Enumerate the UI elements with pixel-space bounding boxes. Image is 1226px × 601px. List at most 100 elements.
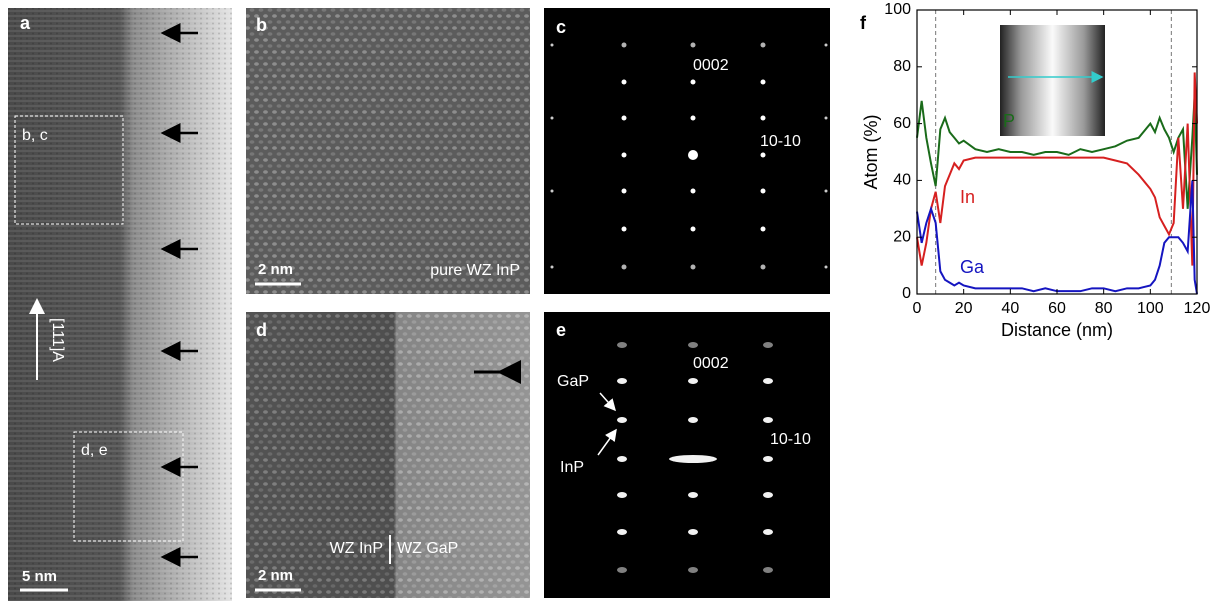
fft-spot [824,43,828,47]
fft-spot [763,567,773,573]
fft-spot [763,529,773,535]
scale-bar-label: 5 nm [22,568,57,585]
fft-spot [763,417,773,423]
fft-spot [688,417,698,423]
fft-spot [760,226,766,232]
fft-spot [550,265,554,269]
panel-label: c [556,17,566,37]
arrow [599,392,616,412]
fft-spot [617,342,627,348]
panel-label: a [20,13,31,33]
fft-spot [688,378,698,384]
panel-label: d [256,320,267,340]
panel-label: f [860,13,867,33]
fft-spot [824,265,828,269]
x-tick-label: 60 [1048,300,1066,317]
panel-e: e 0002 10-10 GaP InP [544,312,830,598]
fft-spot [617,567,627,573]
fft-spot [621,152,627,158]
series-label: P [1003,111,1015,131]
x-tick-label: 40 [1001,300,1019,317]
fft-spot [621,264,627,270]
series-line [916,72,1198,266]
fft-spot [763,342,773,348]
fft-spot [617,529,627,535]
panel-label: b [256,15,267,35]
fft-spot [760,188,766,194]
panel-a: a b, c d, e [111]A 5 nm [8,8,232,601]
fft-spot [690,42,696,48]
fft-spot [763,378,773,384]
spot-label: 0002 [693,57,729,74]
fft-image [544,8,830,294]
y-tick-label: 0 [902,285,911,302]
series-line [916,95,1198,209]
scale-bar-label: 2 nm [258,261,293,278]
scale-bar-label: 2 nm [258,567,293,584]
x-tick-label: 20 [955,300,973,317]
fft-spot [688,150,698,160]
fft-spot [688,529,698,535]
fft-spot [688,492,698,498]
fft-spot [690,115,696,121]
x-axis-label: Distance (nm) [1001,320,1113,340]
x-tick-label: 0 [913,300,922,317]
roi-box [14,115,124,225]
fft-spot [669,455,717,463]
arrow [597,428,617,456]
y-tick-label: 20 [893,228,911,245]
fft-spot [621,42,627,48]
caption: pure WZ InP [430,262,520,279]
x-tick-label: 100 [1137,300,1164,317]
caption: WZ GaP [397,540,458,557]
fft-spot [550,189,554,193]
y-axis-label: Atom (%) [861,114,881,189]
fft-spot [760,152,766,158]
fft-spot [690,79,696,85]
tem-image [246,8,530,294]
fft-spot [760,264,766,270]
fft-spot [763,456,773,462]
panel-b: b 2 nm pure WZ InP [246,8,530,294]
fft-spot [763,492,773,498]
fft-spot [621,188,627,194]
shade [246,312,530,598]
y-tick-label: 100 [884,1,911,18]
fft-image [544,312,830,598]
fft-spot [760,42,766,48]
fft-spot [690,264,696,270]
direction-label: [111]A [49,318,66,362]
fft-spot [617,492,627,498]
fft-spot [550,43,554,47]
texture [8,8,232,601]
fft-spot [824,189,828,193]
fft-spot [688,342,698,348]
x-tick-label: 120 [1184,300,1211,317]
series-label: In [960,187,975,207]
fft-spot [824,116,828,120]
y-tick-label: 60 [893,115,911,132]
fft-spot [617,378,627,384]
fft-spot [621,226,627,232]
fft-spot [617,417,627,423]
fft-spot [690,226,696,232]
fft-spot [621,79,627,85]
panel-c: c 0002 10-10 [544,8,830,294]
panel-label: e [556,320,566,340]
caption: WZ InP [330,540,383,557]
fft-spot [690,188,696,194]
box-label: d, e [81,442,108,459]
arrows [160,23,198,567]
arrow-label: GaP [557,373,589,390]
series-label: Ga [960,257,985,277]
y-tick-label: 80 [893,58,911,75]
spot-label: 10-10 [770,431,811,448]
roi-box [73,431,184,542]
box-label: b, c [22,127,48,144]
fft-spot [760,79,766,85]
inset-image [1000,25,1105,136]
fft-spot [550,116,554,120]
spot-label: 10-10 [760,133,801,150]
spot-label: 0002 [693,355,729,372]
